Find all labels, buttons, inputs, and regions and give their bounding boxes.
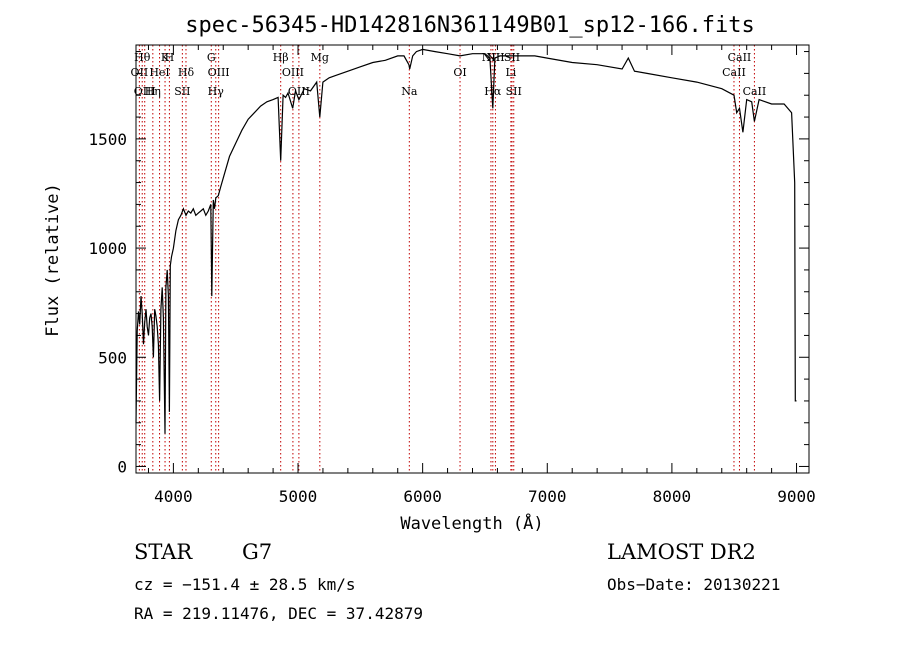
spectral-line-label: CaII (728, 51, 752, 64)
x-tick-label: 8000 (653, 487, 692, 506)
spectral-line-label: SII (174, 85, 190, 98)
y-tick-label: 1000 (88, 239, 127, 258)
y-tick-label: 1500 (88, 130, 127, 149)
y-tick-label: 500 (98, 348, 127, 367)
spectral-line-labels: OIIHθOIIIHηHeIKHHδSIIGOIIIHγHβOIIIOIIIMg… (131, 51, 767, 98)
spectral-subclass: G7 (242, 540, 272, 564)
spectral-line-label: SII (506, 85, 522, 98)
observation-date: Obs−Date: 20130221 (607, 575, 780, 594)
spectral-line-label: Mg (311, 51, 329, 64)
x-axis-ticks: 4000 5000 6000 7000 8000 9000 (147, 45, 816, 506)
spectral-line-label: CaII (722, 66, 746, 79)
x-tick-label: 9000 (777, 487, 816, 506)
spectral-line-label: G (207, 51, 216, 64)
object-class: STAR (134, 540, 193, 564)
sky-coordinates: RA = 219.11476, DEC = 37.42879 (134, 604, 423, 623)
spectral-line-label: CaII (743, 85, 767, 98)
x-axis-label: Wavelength (Å) (400, 512, 543, 534)
x-tick-label: 5000 (279, 487, 318, 506)
x-tick-label: 7000 (528, 487, 567, 506)
spectral-line-label: OI (453, 66, 466, 79)
spectral-line-label: Hδ (178, 66, 195, 79)
y-axis-ticks: 0 500 1000 1500 (88, 51, 809, 476)
x-tick-label: 6000 (403, 487, 442, 506)
spectral-line-label: Hη (145, 85, 161, 98)
plot-frame (135, 44, 810, 474)
chart-title: spec-56345-HD142816N361149B01_sp12-166.f… (185, 13, 755, 38)
spectrum-line (135, 48, 797, 434)
survey-name: LAMOST DR2 (607, 540, 756, 564)
spectral-line-label: Hγ (208, 85, 225, 98)
spectral-line-markers (138, 45, 755, 473)
spectral-line-label: HeI (149, 66, 169, 79)
spectral-line-label: Hθ (134, 51, 151, 64)
y-tick-label: 0 (117, 457, 127, 476)
x-tick-label: 4000 (154, 487, 193, 506)
spectral-line-label: OIII (282, 66, 304, 79)
spectral-line-label: Li (505, 66, 516, 79)
spectral-line-label: Na (401, 85, 418, 98)
spectral-line-label: OIII (288, 85, 310, 98)
spectral-line-label: SII (504, 51, 520, 64)
spectral-line-label: H (165, 51, 175, 64)
spectral-line-label: K (161, 51, 170, 64)
redshift-velocity: cz = −151.4 ± 28.5 km/s (134, 575, 356, 594)
y-axis-label: Flux (relative) (43, 183, 63, 337)
spectral-line-label: OIII (208, 66, 230, 79)
spectral-line-label: Hβ (273, 51, 289, 64)
spectral-line-label: OII (131, 66, 149, 79)
